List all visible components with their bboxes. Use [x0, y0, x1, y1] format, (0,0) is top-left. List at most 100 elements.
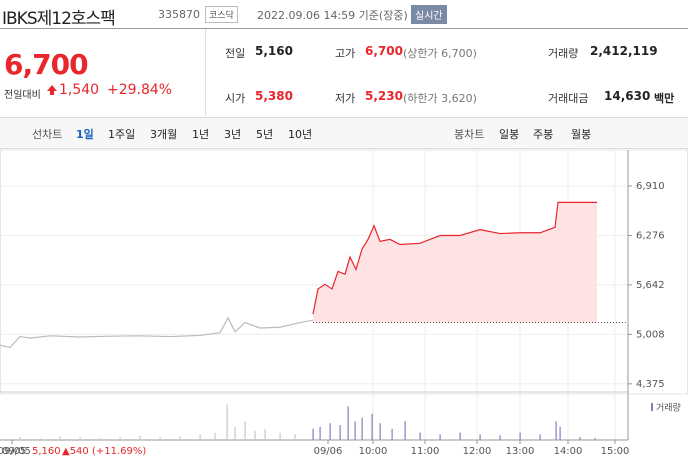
- change-label: 전일대비: [4, 90, 41, 101]
- volume-bar: [339, 425, 341, 440]
- volume-bar: [59, 436, 61, 440]
- tab-bar: [0, 118, 688, 149]
- volume-bar: [19, 437, 21, 440]
- x-tick-label: 14:00: [554, 446, 583, 457]
- tab-label: 선차트: [32, 128, 63, 141]
- candle-tab[interactable]: 주봉: [533, 128, 554, 141]
- up-arrow: [47, 85, 57, 95]
- volume-bar: [539, 434, 541, 440]
- volume-bar: [594, 438, 596, 440]
- change-rate: +29.84%: [107, 82, 173, 98]
- volume-bar: [419, 432, 421, 440]
- volume-bar: [371, 413, 373, 440]
- volume-bar: [361, 417, 363, 440]
- info-note: (하한가 3,620): [403, 92, 477, 105]
- period-tab[interactable]: 1주일: [108, 128, 136, 141]
- period-tab[interactable]: 3개월: [150, 128, 178, 141]
- quote-box: [0, 28, 688, 118]
- info-value: 14,630: [604, 89, 651, 103]
- time: 2022.09.06 14:59 기준(장중): [257, 9, 408, 22]
- period-tab[interactable]: 5년: [256, 128, 274, 141]
- volume-bar: [159, 437, 161, 440]
- volume-bar: [379, 423, 381, 440]
- x-tick-label: 09/05: [0, 446, 26, 457]
- footer-date: 09/05: [2, 446, 31, 457]
- volume-bar: [199, 434, 201, 440]
- info-label: 전일: [225, 47, 246, 60]
- period-tab[interactable]: 10년: [288, 128, 313, 141]
- y-tick-label: 5,642: [636, 280, 665, 291]
- legend-swatch: [651, 403, 653, 411]
- volume-bar: [244, 421, 246, 440]
- price-line: [0, 316, 314, 349]
- period-tab[interactable]: 3년: [224, 128, 242, 141]
- volume-bar: [579, 437, 581, 440]
- volume-bar: [226, 404, 228, 440]
- info-note: (상한가 6,700): [403, 47, 477, 60]
- info-value: 6,700: [365, 44, 403, 58]
- stock-name: IBKS제12호스팩: [2, 9, 116, 29]
- x-tick-label: 15:00: [601, 446, 630, 457]
- x-tick-label: 13:00: [506, 446, 535, 457]
- divider: [205, 29, 206, 116]
- x-tick-label: 10:00: [359, 446, 388, 457]
- period-tab[interactable]: 1년: [192, 128, 210, 141]
- candle-tab[interactable]: 월봉: [571, 128, 592, 141]
- info-value: 5,230: [365, 89, 403, 103]
- volume-bar: [254, 430, 256, 440]
- price-line: [312, 201, 597, 315]
- price: 6,700: [4, 48, 89, 81]
- volume-bar: [214, 432, 216, 440]
- volume-bar: [119, 437, 121, 440]
- volume-bar: [179, 436, 181, 440]
- stock-code: 335870: [158, 8, 200, 21]
- info-unit: 백만: [654, 92, 675, 105]
- volume-bar: [99, 438, 101, 440]
- info-label: 거래량: [548, 47, 579, 60]
- y-tick-label: 6,276: [636, 230, 665, 241]
- y-tick-label: 4,375: [636, 379, 665, 390]
- volume-bar: [139, 435, 141, 440]
- x-tick-label: 11:00: [411, 446, 440, 457]
- y-tick-label: 6,910: [636, 181, 665, 192]
- volume-bar: [39, 438, 41, 440]
- volume-bar: [264, 428, 266, 440]
- x-tick-label: 12:00: [463, 446, 492, 457]
- market-badge: 코스닥: [205, 6, 238, 23]
- info-label: 시가: [225, 92, 246, 105]
- tab-label: 봉차트: [454, 128, 485, 141]
- footer-change: ▲540 (+11.69%): [62, 446, 146, 457]
- info-label: 거래대금: [548, 92, 589, 105]
- volume-bar: [319, 426, 321, 440]
- info-label: 고가: [335, 47, 356, 60]
- volume-bar: [354, 421, 356, 440]
- volume-bar: [439, 434, 441, 440]
- volume-bar: [329, 423, 331, 440]
- candle-tab[interactable]: 일봉: [499, 128, 520, 141]
- volume-bar: [499, 435, 501, 440]
- volume-bar: [404, 421, 406, 440]
- footer-price: 5,160: [32, 446, 61, 457]
- legend-label: 거래량: [656, 402, 681, 414]
- period-tab[interactable]: 1일: [76, 128, 94, 141]
- area: [313, 202, 597, 323]
- volume-bar: [79, 437, 81, 440]
- volume-bar: [312, 428, 314, 440]
- info-label: 저가: [335, 92, 356, 105]
- volume-bar: [459, 432, 461, 440]
- y-tick-label: 5,008: [636, 329, 665, 340]
- realtime-button[interactable]: 실시간: [411, 5, 447, 24]
- x-tick-label: 09/06: [314, 446, 343, 457]
- change: 1,540: [59, 82, 100, 98]
- info-value: 2,412,119: [590, 44, 658, 58]
- volume-bar: [519, 432, 521, 440]
- volume-bar: [555, 421, 557, 440]
- volume-bar: [559, 426, 561, 440]
- info-value: 5,160: [255, 44, 293, 58]
- volume-bar: [391, 428, 393, 440]
- volume-bar: [294, 434, 296, 440]
- volume-bar: [234, 426, 236, 440]
